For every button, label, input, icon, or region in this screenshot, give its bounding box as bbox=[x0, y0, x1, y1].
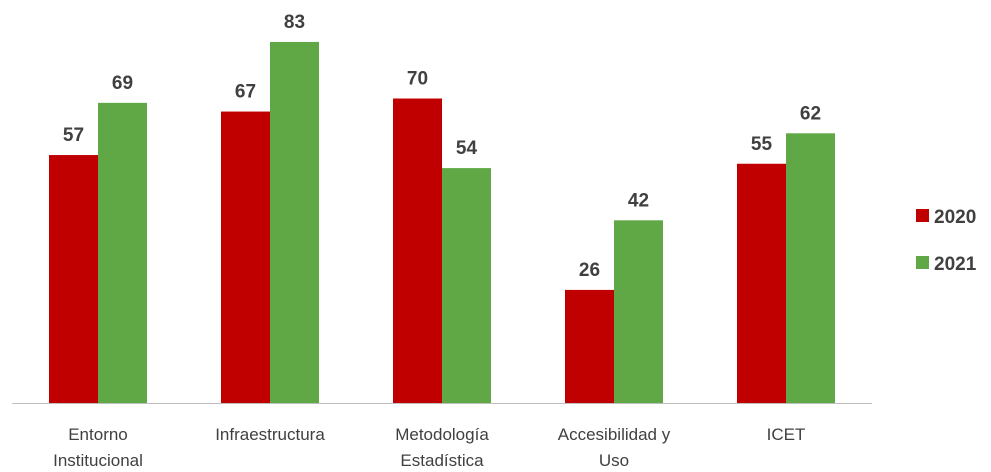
data-label-2021-cat-2: 54 bbox=[456, 138, 478, 159]
data-label-2020-cat-1: 67 bbox=[235, 82, 256, 103]
bars-layer bbox=[49, 41, 835, 404]
bar-2021-cat-2 bbox=[442, 168, 491, 403]
bar-2020-cat-0 bbox=[49, 155, 98, 403]
category-label-line: Institucional bbox=[53, 451, 143, 470]
data-label-2020-cat-3: 26 bbox=[579, 260, 600, 281]
legend-label-2020: 2020 bbox=[934, 207, 976, 228]
data-label-2020-cat-0: 57 bbox=[63, 125, 84, 146]
bar-2020-cat-1 bbox=[221, 111, 270, 404]
category-label-line: Accesibilidad y bbox=[558, 425, 671, 444]
data-label-2020-cat-4: 55 bbox=[751, 134, 773, 155]
category-label-2: Metodología Estadística bbox=[395, 425, 489, 470]
category-label-line: Estadística bbox=[400, 451, 484, 470]
category-label-line: Entorno bbox=[68, 425, 128, 444]
bar-2020-cat-3 bbox=[565, 289, 614, 403]
category-label-3: Accesibilidad y Uso bbox=[558, 425, 671, 470]
bar-2020-cat-4 bbox=[737, 163, 786, 403]
legend-label-2021: 2021 bbox=[934, 254, 977, 275]
category-label-line: Metodología bbox=[395, 425, 489, 444]
data-label-2021-cat-1: 83 bbox=[284, 12, 305, 33]
bar-2021-cat-3 bbox=[614, 220, 663, 403]
data-label-2021-cat-4: 62 bbox=[800, 103, 821, 124]
category-label-0: Entorno Institucional bbox=[53, 425, 143, 470]
data-label-2021-cat-0: 69 bbox=[112, 73, 133, 94]
bar-2021-cat-0 bbox=[98, 102, 147, 403]
category-label-line: Infraestructura bbox=[215, 425, 325, 444]
category-label-line: ICET bbox=[767, 425, 806, 444]
bar-2021-cat-4 bbox=[786, 133, 835, 404]
category-label-1: Infraestructura bbox=[215, 425, 325, 444]
legend-swatch-2021 bbox=[916, 256, 929, 269]
category-labels-layer: Entorno Institucional Infraestructura Metod… bbox=[53, 425, 805, 470]
category-label-4: ICET bbox=[767, 425, 806, 444]
bar-2021-cat-1 bbox=[270, 41, 319, 403]
data-label-2021-cat-3: 42 bbox=[628, 190, 649, 211]
category-label-line: Uso bbox=[599, 451, 629, 470]
data-label-2020-cat-2: 70 bbox=[407, 69, 428, 90]
value-labels-layer: 57 69 67 83 70 54 26 42 55 62 bbox=[63, 12, 821, 281]
bar-2020-cat-2 bbox=[393, 98, 442, 403]
legend: 2020 2021 bbox=[916, 207, 977, 275]
legend-swatch-2020 bbox=[916, 209, 929, 222]
